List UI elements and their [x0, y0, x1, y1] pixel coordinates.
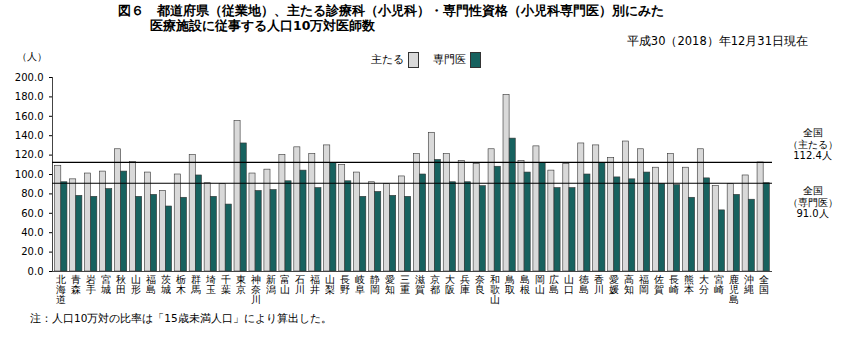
svg-text:福島: 福島 — [146, 274, 156, 295]
svg-text:（人）: （人） — [17, 51, 47, 62]
svg-text:160.0: 160.0 — [15, 111, 44, 122]
svg-text:秋田: 秋田 — [116, 274, 126, 295]
svg-text:愛媛: 愛媛 — [609, 274, 619, 295]
svg-text:全国（主たる）112.4人: 全国（主たる）112.4人 — [788, 127, 838, 161]
svg-text:60.0: 60.0 — [21, 208, 43, 219]
html-text:注：人口10万対の比率は「15歳未満人口」により算出した。: 注：人口10万対の比率は「15歳未満人口」により算出した。 — [30, 312, 332, 324]
svg-text:全国（専門医）91.0人: 全国（専門医）91.0人 — [788, 185, 838, 219]
svg-text:山口: 山口 — [564, 274, 574, 295]
svg-text:茨城: 茨城 — [160, 274, 171, 295]
svg-text:愛知: 愛知 — [385, 274, 395, 295]
svg-text:北海道: 北海道 — [56, 274, 66, 305]
svg-text:山形: 山形 — [131, 274, 141, 295]
svg-text:和歌山: 和歌山 — [490, 274, 500, 305]
svg-text:80.0: 80.0 — [21, 188, 43, 199]
svg-text:兵庫: 兵庫 — [460, 274, 470, 295]
svg-text:島根: 島根 — [520, 274, 530, 295]
svg-text:長野: 長野 — [340, 274, 350, 295]
svg-text:京都: 京都 — [430, 274, 440, 295]
svg-text:岡山: 岡山 — [535, 274, 545, 295]
svg-text:40.0: 40.0 — [21, 227, 43, 238]
svg-text:140.0: 140.0 — [15, 130, 44, 141]
svg-text:埼玉: 埼玉 — [205, 274, 216, 295]
svg-text:福井: 福井 — [310, 274, 320, 295]
html-text:平成30（2018）年12月31日現在: 平成30（2018）年12月31日現在 — [626, 34, 808, 48]
svg-text:全国: 全国 — [759, 274, 769, 295]
svg-text:熊本: 熊本 — [684, 274, 694, 295]
svg-text:20.0: 20.0 — [21, 246, 43, 257]
svg-text:大分: 大分 — [699, 274, 709, 295]
html-text:図６ 都道府県（従業地）、主たる診療科（小児科）・専門性資格: 図６ 都道府県（従業地）、主たる診療科（小児科）・専門性資格（小児科専門医）別に… — [118, 3, 664, 18]
svg-text:大阪: 大阪 — [445, 274, 455, 295]
svg-text:富山: 富山 — [280, 274, 290, 295]
svg-text:鳥取: 鳥取 — [504, 274, 515, 295]
html-text:専門医: 専門医 — [433, 53, 466, 66]
svg-text:200.0: 200.0 — [15, 72, 44, 83]
svg-text:福岡: 福岡 — [639, 274, 649, 295]
svg-text:沖縄: 沖縄 — [743, 274, 754, 295]
svg-text:180.0: 180.0 — [15, 91, 44, 102]
svg-text:岩手: 岩手 — [86, 274, 96, 295]
svg-text:100.0: 100.0 — [15, 169, 44, 180]
svg-text:岐阜: 岐阜 — [355, 274, 365, 295]
svg-text:東京: 東京 — [236, 274, 246, 295]
svg-text:0.0: 0.0 — [28, 266, 44, 277]
svg-text:香川: 香川 — [594, 274, 604, 295]
svg-text:宮崎: 宮崎 — [714, 274, 724, 295]
svg-text:長崎: 長崎 — [669, 274, 679, 295]
html-text:医療施設に従事する人口10万対医師数: 医療施設に従事する人口10万対医師数 — [150, 18, 376, 33]
svg-text:宮城: 宮城 — [100, 274, 111, 295]
svg-text:鹿児島: 鹿児島 — [729, 274, 739, 305]
svg-text:広島: 広島 — [549, 274, 559, 295]
svg-text:滋賀: 滋賀 — [415, 274, 425, 295]
svg-text:石川: 石川 — [295, 274, 305, 295]
svg-text:山梨: 山梨 — [325, 274, 335, 295]
svg-text:高知: 高知 — [624, 274, 634, 295]
svg-text:新潟: 新潟 — [266, 274, 276, 295]
svg-text:群馬: 群馬 — [190, 274, 201, 295]
svg-text:静岡: 静岡 — [370, 274, 380, 295]
svg-text:120.0: 120.0 — [15, 149, 44, 160]
svg-text:佐賀: 佐賀 — [654, 274, 664, 295]
svg-text:千葉: 千葉 — [221, 274, 231, 295]
html-text:主たる: 主たる — [371, 53, 404, 66]
svg-text:青森: 青森 — [71, 274, 81, 295]
svg-text:奈良: 奈良 — [475, 274, 485, 295]
svg-text:徳島: 徳島 — [579, 274, 589, 295]
svg-text:三重: 三重 — [400, 274, 410, 295]
svg-text:栃木: 栃木 — [176, 274, 186, 295]
svg-text:神奈川: 神奈川 — [251, 274, 261, 305]
